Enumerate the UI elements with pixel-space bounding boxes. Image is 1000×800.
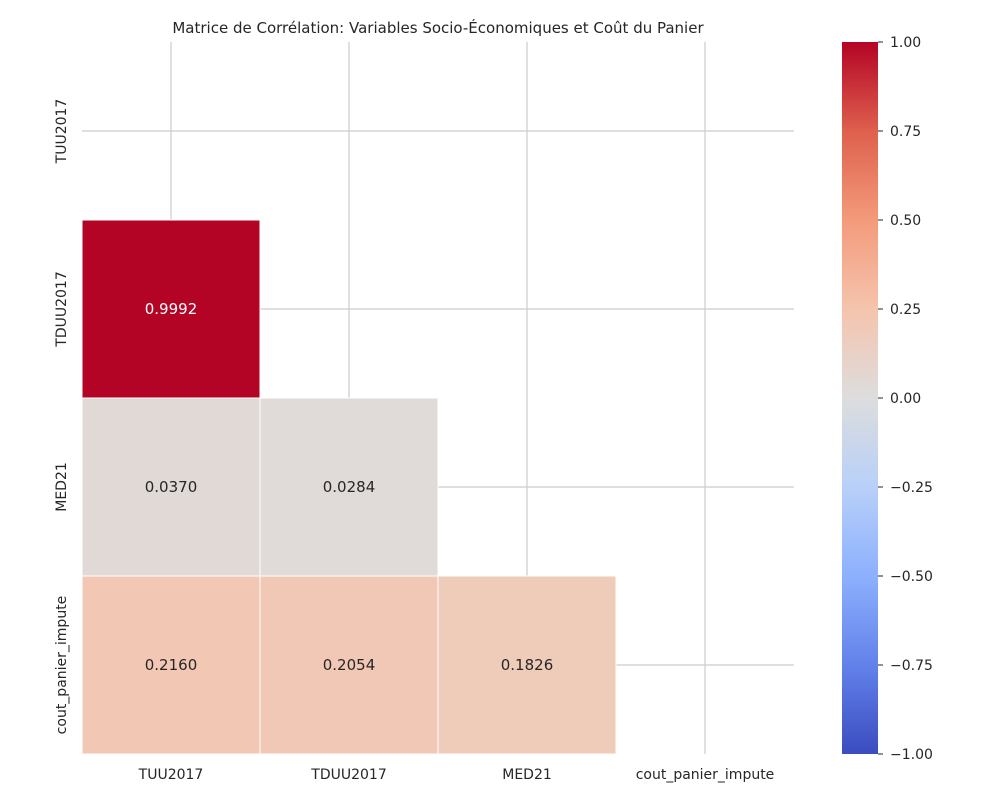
heatmap-cells: 0.9992 0.0370 0.0284 0.2160 0.2054 0.1826: [81, 219, 617, 755]
cell-value-label: 0.0284: [323, 478, 376, 496]
colorbar-tick-label: −0.25: [890, 480, 933, 496]
x-axis-tick-labels: TUU2017 TDUU2017 MED21 cout_panier_impute: [138, 767, 775, 783]
cell-value-label: 0.1826: [501, 656, 554, 674]
colorbar-tick-label: 0.00: [890, 391, 921, 407]
colorbar-tick-label: 0.50: [890, 213, 921, 229]
colorbar-ticks: 1.00 0.75 0.50 0.25 0.00 −0.25 −0.50 −0.75 −1.00: [878, 35, 933, 763]
x-tick-label: TDUU2017: [310, 767, 386, 783]
colorbar: 1.00 0.75 0.50 0.25 0.00 −0.25 −0.50 −0.75 −1.00: [842, 35, 933, 763]
heatmap-cell: [81, 575, 261, 755]
chart-title: Matrice de Corrélation: Variables Socio-…: [172, 18, 704, 37]
heatmap-cell: [259, 397, 439, 577]
heatmap-cell: [437, 575, 617, 755]
y-tick-label: MED21: [54, 462, 70, 512]
heatmap-cell: [81, 219, 261, 399]
y-tick-label: TDUU2017: [54, 271, 70, 347]
x-tick-label: TUU2017: [138, 767, 204, 783]
colorbar-tick-label: −0.50: [890, 569, 933, 585]
colorbar-tick-label: 1.00: [890, 35, 921, 51]
x-tick-label: cout_panier_impute: [636, 767, 775, 783]
colorbar-tick-label: −1.00: [890, 747, 933, 763]
cell-value-label: 0.2054: [323, 656, 376, 674]
colorbar-tick-label: 0.25: [890, 302, 921, 318]
cell-value-label: 0.2160: [145, 656, 198, 674]
x-tick-label: MED21: [502, 767, 552, 783]
heatmap-cell: [81, 397, 261, 577]
y-tick-label: TUU2017: [54, 99, 70, 165]
colorbar-gradient: [842, 42, 878, 754]
y-axis-tick-labels: TUU2017 TDUU2017 MED21 cout_panier_impute: [54, 99, 70, 735]
colorbar-tick-label: −0.75: [890, 658, 933, 674]
cell-value-label: 0.0370: [145, 478, 198, 496]
colorbar-tick-label: 0.75: [890, 124, 921, 140]
y-tick-label: cout_panier_impute: [54, 596, 70, 735]
cell-value-label: 0.9992: [145, 300, 198, 318]
heatmap-cell: [259, 575, 439, 755]
